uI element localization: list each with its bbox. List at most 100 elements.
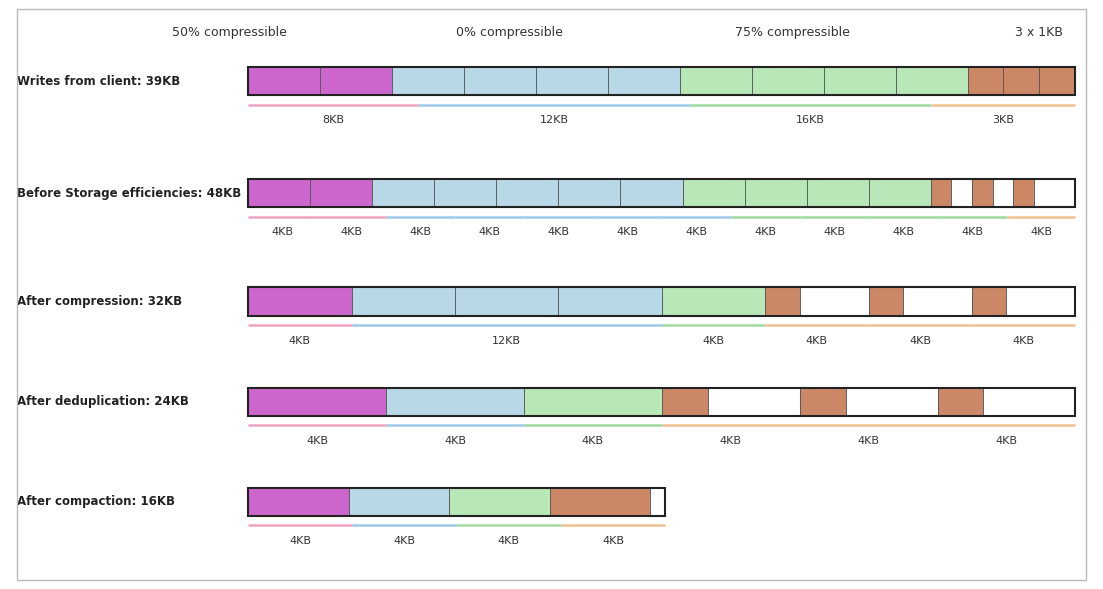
Text: 4KB: 4KB: [289, 336, 311, 346]
Text: 12KB: 12KB: [492, 336, 522, 346]
Bar: [1014, 179, 1034, 207]
Text: After compression: 32KB: After compression: 32KB: [17, 295, 182, 308]
Text: 12KB: 12KB: [539, 115, 568, 125]
Bar: [896, 67, 967, 95]
Text: 4KB: 4KB: [720, 436, 741, 446]
Bar: [248, 488, 665, 516]
Bar: [248, 388, 386, 416]
Bar: [952, 179, 972, 207]
Bar: [248, 287, 1075, 316]
Bar: [846, 388, 938, 416]
Bar: [1004, 67, 1039, 95]
Bar: [938, 388, 984, 416]
Text: 4KB: 4KB: [909, 336, 931, 346]
Text: 4KB: 4KB: [582, 436, 603, 446]
Bar: [496, 179, 558, 207]
Bar: [650, 488, 665, 516]
Bar: [248, 179, 310, 207]
Bar: [972, 287, 1006, 316]
Text: 4KB: 4KB: [1013, 336, 1035, 346]
Text: 4KB: 4KB: [547, 227, 569, 237]
Text: 4KB: 4KB: [341, 227, 363, 237]
Bar: [745, 179, 806, 207]
Text: 0% compressible: 0% compressible: [457, 26, 563, 39]
Bar: [806, 179, 869, 207]
Bar: [765, 287, 800, 316]
Bar: [1006, 287, 1075, 316]
Bar: [800, 388, 846, 416]
Text: 4KB: 4KB: [858, 436, 879, 446]
Bar: [662, 287, 765, 316]
Bar: [931, 179, 952, 207]
Text: 4KB: 4KB: [892, 227, 914, 237]
Text: 4KB: 4KB: [394, 536, 416, 546]
Bar: [608, 67, 679, 95]
Text: 50% compressible: 50% compressible: [172, 26, 287, 39]
Text: 4KB: 4KB: [754, 227, 777, 237]
Text: 4KB: 4KB: [289, 536, 311, 546]
Text: 4KB: 4KB: [409, 227, 431, 237]
Bar: [662, 388, 708, 416]
Text: 4KB: 4KB: [996, 436, 1017, 446]
Bar: [967, 67, 1004, 95]
Bar: [449, 488, 549, 516]
Bar: [248, 388, 1075, 416]
Bar: [869, 287, 903, 316]
Text: Before Storage efficiencies: 48KB: Before Storage efficiencies: 48KB: [17, 187, 240, 200]
Text: 4KB: 4KB: [806, 336, 828, 346]
Bar: [549, 488, 650, 516]
Text: 16KB: 16KB: [796, 115, 825, 125]
Bar: [800, 287, 869, 316]
Text: 4KB: 4KB: [617, 227, 639, 237]
Bar: [1034, 179, 1075, 207]
Bar: [248, 67, 320, 95]
Bar: [536, 67, 608, 95]
Bar: [679, 67, 752, 95]
Bar: [1039, 67, 1075, 95]
Bar: [435, 179, 496, 207]
Bar: [708, 388, 800, 416]
Bar: [993, 179, 1014, 207]
Bar: [248, 67, 1075, 95]
Text: 4KB: 4KB: [961, 227, 983, 237]
Bar: [984, 388, 1075, 416]
Bar: [903, 287, 972, 316]
Bar: [558, 287, 662, 316]
Text: After deduplication: 24KB: After deduplication: 24KB: [17, 395, 189, 408]
Bar: [558, 179, 621, 207]
Bar: [972, 179, 993, 207]
Bar: [524, 388, 662, 416]
Bar: [373, 179, 435, 207]
Bar: [752, 67, 824, 95]
Text: 4KB: 4KB: [602, 536, 624, 546]
Text: 4KB: 4KB: [703, 336, 725, 346]
Bar: [683, 179, 745, 207]
Text: 75% compressible: 75% compressible: [735, 26, 849, 39]
Bar: [869, 179, 931, 207]
Bar: [310, 179, 373, 207]
Bar: [352, 287, 454, 316]
Bar: [824, 67, 896, 95]
Bar: [464, 67, 536, 95]
Bar: [349, 488, 449, 516]
Text: After compaction: 16KB: After compaction: 16KB: [17, 495, 174, 508]
Text: 8KB: 8KB: [322, 115, 344, 125]
Text: Writes from client: 39KB: Writes from client: 39KB: [17, 75, 180, 88]
Text: 3KB: 3KB: [993, 115, 1015, 125]
Text: 4KB: 4KB: [497, 536, 520, 546]
Text: 4KB: 4KB: [445, 436, 465, 446]
Text: 4KB: 4KB: [685, 227, 707, 237]
Bar: [386, 388, 524, 416]
Text: 3 x 1KB: 3 x 1KB: [1015, 26, 1063, 39]
Bar: [454, 287, 558, 316]
Bar: [248, 179, 1075, 207]
Text: 4KB: 4KB: [823, 227, 845, 237]
Text: 4KB: 4KB: [271, 227, 293, 237]
Bar: [320, 67, 392, 95]
Text: 4KB: 4KB: [1030, 227, 1052, 237]
Bar: [621, 179, 683, 207]
Bar: [248, 488, 349, 516]
Bar: [392, 67, 464, 95]
Text: 4KB: 4KB: [479, 227, 501, 237]
Text: 4KB: 4KB: [307, 436, 328, 446]
